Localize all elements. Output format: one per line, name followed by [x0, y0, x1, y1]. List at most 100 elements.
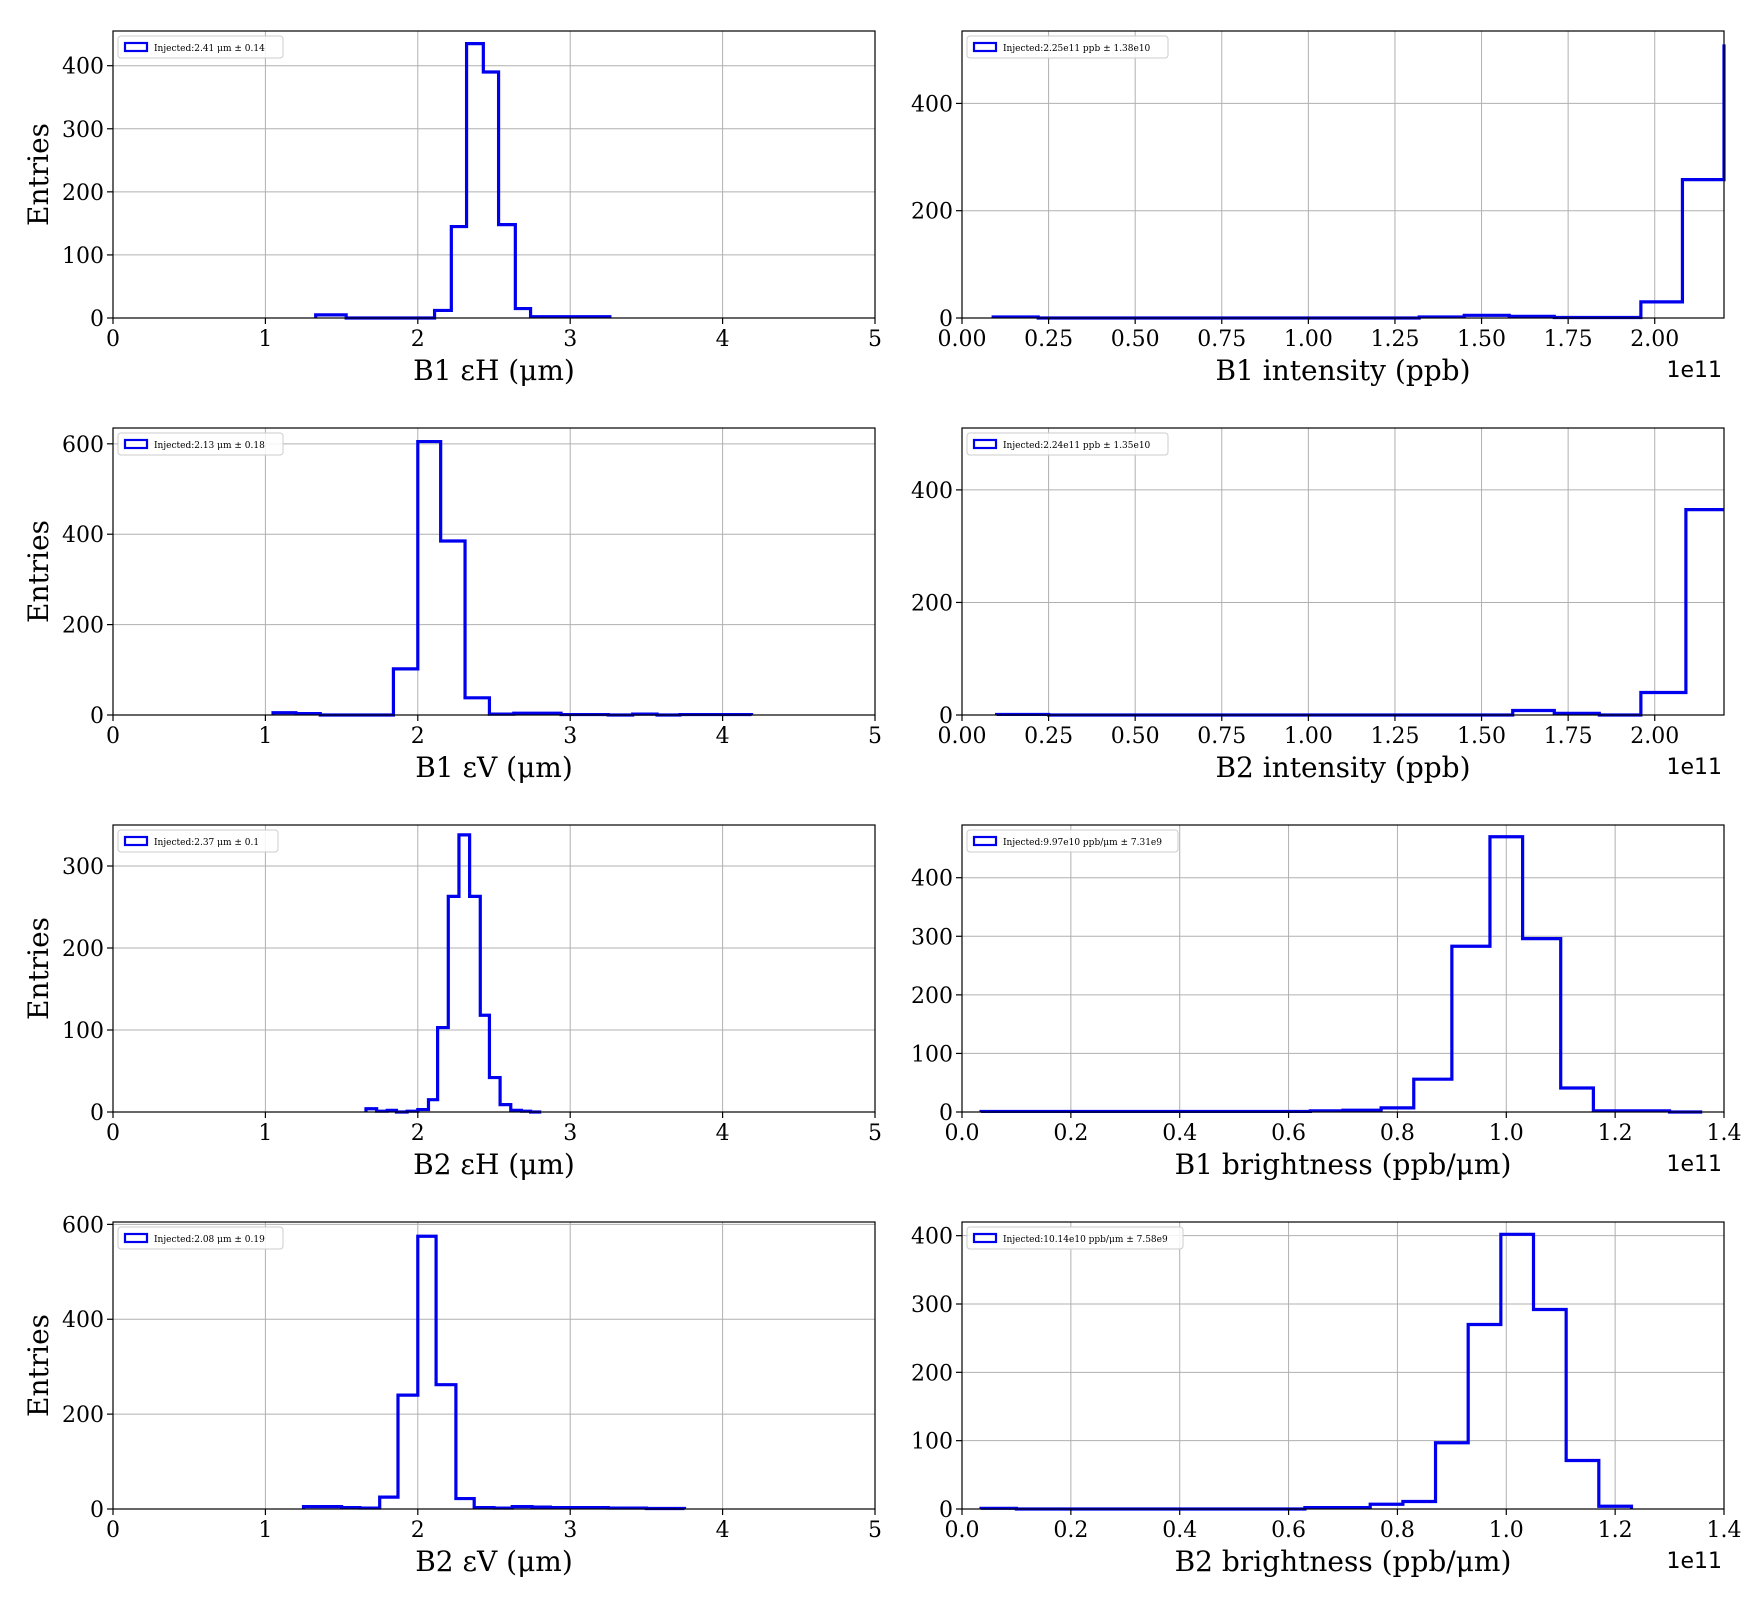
y-tick-label: 400	[62, 55, 104, 80]
histogram-panel-5: 0 1 2 3 4 5 0 100 200 300 B2 εH (μm) Entries Injecte…	[22, 824, 882, 1181]
legend: Injected:2.08 μm ± 0.19	[117, 1226, 284, 1250]
x-tick-label: 0.8	[1380, 1518, 1415, 1543]
y-tick-label: 400	[911, 1225, 953, 1250]
x-tick-label: 0.00	[938, 327, 987, 352]
x-tick-label: 1.0	[1489, 1121, 1524, 1146]
x-tick-label: 3	[563, 327, 577, 352]
legend-label: Injected:2.13 μm ± 0.18	[154, 441, 265, 451]
x-tick-label: 0.75	[1197, 724, 1246, 749]
histogram-panel-8: 0.0 0.2 0.4 0.6 0.8 1.0 1.2 1.4 0 100 200 300 400 B2 …	[911, 1221, 1742, 1578]
axis-offset-text: 1e11	[1666, 755, 1722, 780]
histogram-series	[995, 507, 1724, 717]
x-tick-label: 2	[411, 1121, 425, 1146]
x-tick-label: 1.25	[1370, 724, 1419, 749]
legend: Injected:2.24e11 ppb ± 1.35e10	[966, 432, 1169, 456]
grid-lines	[961, 428, 1724, 716]
x-tick-label: 1.75	[1544, 724, 1593, 749]
histogram-panel-4: 0.00 0.25 0.50 0.75 1.00 1.25 1.50 1.75 2.00 0 200…	[911, 427, 1725, 784]
legend-label: Injected:2.25e11 ppb ± 1.38e10	[1003, 44, 1151, 54]
y-tick-label: 600	[62, 433, 104, 458]
x-tick-label: 0.6	[1271, 1518, 1306, 1543]
x-tick-label: 0.6	[1271, 1121, 1306, 1146]
legend-frame	[966, 432, 1169, 456]
y-tick-label: 300	[62, 855, 104, 880]
grid-lines	[961, 825, 1725, 1113]
y-axis-label: Entries	[22, 917, 55, 1020]
y-tick-label: 200	[911, 200, 953, 225]
legend-frame	[117, 432, 284, 456]
x-tick-label: 1.2	[1598, 1518, 1633, 1543]
x-tick-label: 5	[868, 724, 882, 749]
x-axis-label: B2 εV (μm)	[415, 1545, 573, 1578]
histogram-panel-3: 0 1 2 3 4 5 0 200 400 600 B1 εV (μm) Entries Injecte…	[22, 427, 882, 784]
x-tick-label: 0	[106, 1518, 120, 1543]
x-tick-label: 1	[258, 1121, 272, 1146]
axis-offset-text: 1e11	[1666, 1549, 1722, 1574]
histogram-series	[979, 835, 1703, 1114]
legend-swatch	[123, 835, 149, 847]
y-tick-label: 100	[911, 1430, 953, 1455]
plot-frame	[961, 1221, 1725, 1510]
x-tick-label: 2.00	[1630, 724, 1679, 749]
x-tick-label: 0.25	[1024, 327, 1073, 352]
legend-frame	[966, 1226, 1184, 1250]
legend: Injected:2.13 μm ± 0.18	[117, 432, 284, 456]
legend: Injected:9.97e10 ppb/μm ± 7.31e9	[966, 829, 1179, 853]
y-tick-label: 400	[911, 867, 953, 892]
x-tick-label: 4	[716, 1518, 730, 1543]
x-tick-label: 1.50	[1457, 327, 1506, 352]
legend-swatch	[972, 438, 998, 450]
y-tick-label: 200	[62, 937, 104, 962]
grid-lines	[112, 1222, 876, 1510]
legend-frame	[117, 829, 279, 853]
axis-offset-text: 1e11	[1666, 358, 1722, 383]
plot-frame	[112, 427, 876, 716]
legend: Injected:10.14e10 ppb/μm ± 7.58e9	[966, 1226, 1184, 1250]
x-axis-label: B1 εH (μm)	[413, 354, 575, 387]
legend-swatch	[123, 438, 149, 450]
x-tick-label: 1.75	[1544, 327, 1593, 352]
grid-lines	[961, 31, 1724, 319]
histogram-series	[364, 833, 542, 1114]
x-tick-label: 1.25	[1370, 327, 1419, 352]
x-tick-label: 2	[411, 327, 425, 352]
y-tick-label: 300	[62, 118, 104, 143]
y-tick-label: 300	[911, 925, 953, 950]
x-tick-label: 1.2	[1598, 1121, 1633, 1146]
x-tick-label: 5	[868, 1121, 882, 1146]
histogram-panel-6: 0.0 0.2 0.4 0.6 0.8 1.0 1.2 1.4 0 100 200 300 400 B1 …	[911, 824, 1742, 1181]
grid-lines	[961, 1222, 1725, 1510]
legend: Injected:2.25e11 ppb ± 1.38e10	[966, 35, 1169, 59]
x-tick-label: 0.4	[1162, 1121, 1197, 1146]
x-axis-label: B1 brightness (ppb/μm)	[1175, 1148, 1512, 1181]
y-axis-label: Entries	[22, 1314, 55, 1417]
legend-label: Injected:9.97e10 ppb/μm ± 7.31e9	[1003, 838, 1162, 848]
histogram-series	[979, 1232, 1634, 1511]
legend-swatch	[972, 835, 998, 847]
x-tick-label: 0	[106, 724, 120, 749]
x-tick-label: 0.50	[1111, 327, 1160, 352]
plot-frame	[112, 30, 876, 319]
x-tick-label: 0.00	[938, 724, 987, 749]
plot-frame	[961, 30, 1725, 319]
x-tick-label: 0.8	[1380, 1121, 1415, 1146]
y-tick-label: 100	[62, 1019, 104, 1044]
x-tick-label: 0.0	[945, 1121, 980, 1146]
x-tick-label: 0.2	[1053, 1121, 1088, 1146]
legend-label: Injected:2.41 μm ± 0.14	[154, 44, 265, 54]
y-axis-label: Entries	[22, 123, 55, 226]
y-tick-label: 0	[90, 1498, 104, 1523]
histogram-panel-7: 0 1 2 3 4 5 0 200 400 600 B2 εV (μm) Entries Injecte…	[22, 1213, 882, 1578]
x-tick-label: 1.4	[1707, 1121, 1742, 1146]
y-tick-label: 400	[62, 1308, 104, 1333]
y-tick-label: 300	[911, 1293, 953, 1318]
legend-label: Injected:2.24e11 ppb ± 1.35e10	[1003, 441, 1151, 451]
plot-frame	[961, 824, 1725, 1113]
legend: Injected:2.37 μm ± 0.1	[117, 829, 279, 853]
x-tick-label: 2.00	[1630, 327, 1679, 352]
grid-lines	[112, 825, 876, 1113]
plot-frame	[112, 824, 876, 1113]
y-tick-label: 400	[62, 523, 104, 548]
plot-frame	[112, 1221, 876, 1510]
legend-frame	[117, 1226, 284, 1250]
